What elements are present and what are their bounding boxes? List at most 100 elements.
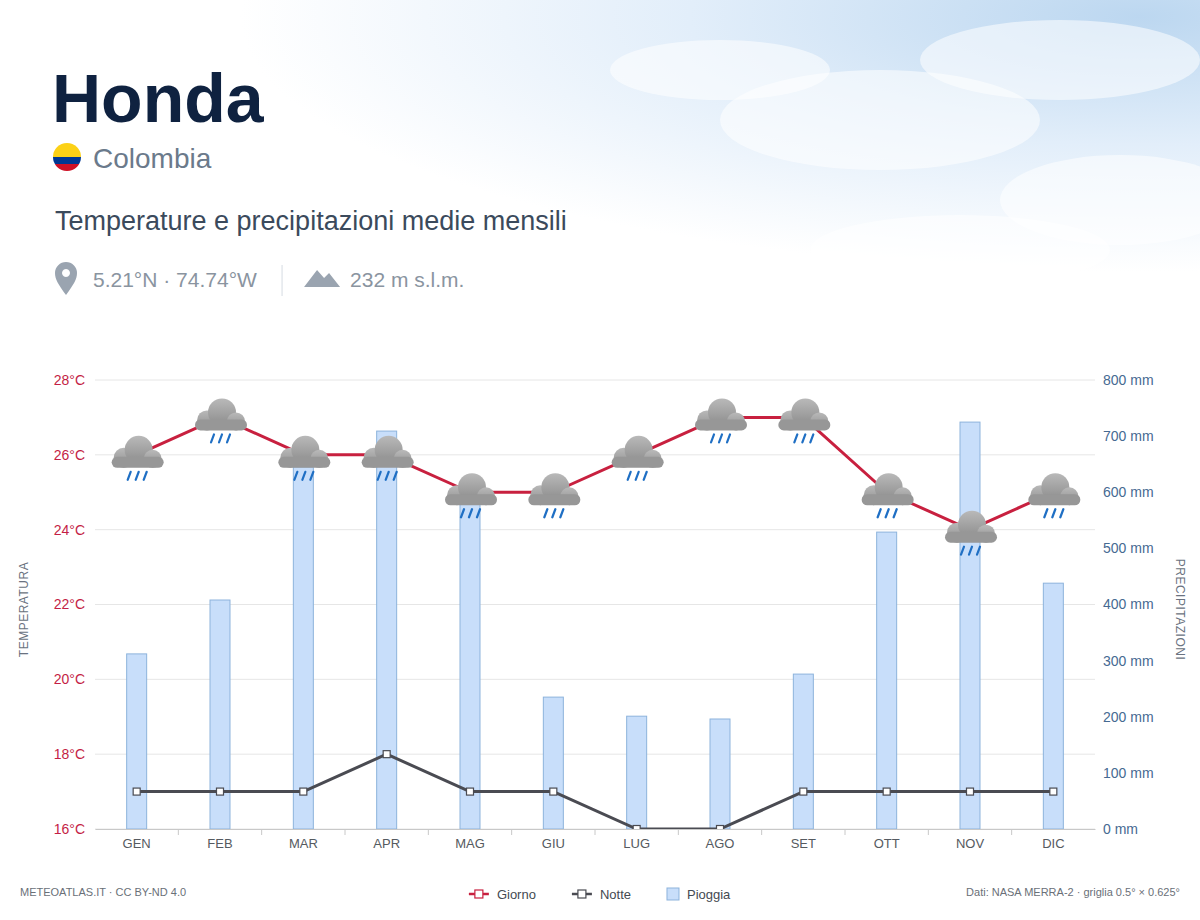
legend-swatch bbox=[667, 888, 679, 900]
x-tick: OTT bbox=[874, 829, 900, 851]
tick-label: MAR bbox=[289, 836, 318, 851]
y2-tick: 100 mm bbox=[1095, 765, 1154, 781]
y-tick: 16°C bbox=[54, 821, 95, 837]
tick-label: OTT bbox=[874, 836, 900, 851]
line bbox=[137, 754, 1054, 829]
x-separator bbox=[678, 829, 679, 835]
x-tick: GIU bbox=[542, 829, 565, 851]
y2-axis-title: PRECIPITAZIONI bbox=[1173, 559, 1187, 660]
weather-icon bbox=[612, 436, 664, 480]
marker bbox=[800, 788, 807, 795]
credit: METEOATLAS.IT · CC BY-ND 4.0 bbox=[20, 886, 186, 898]
legend-item: Notte bbox=[572, 887, 631, 902]
bar bbox=[793, 674, 813, 829]
y2-tick: 400 mm bbox=[1095, 596, 1154, 612]
tick-label: GIU bbox=[542, 836, 565, 851]
elevation: 232 m s.l.m. bbox=[350, 268, 464, 291]
tick-label: DIC bbox=[1042, 836, 1064, 851]
tick-label: 18°C bbox=[54, 746, 85, 762]
source: Dati: NASA MERRA-2 · griglia 0.5° × 0.62… bbox=[966, 886, 1180, 898]
x-separator bbox=[428, 829, 429, 835]
grid-line bbox=[95, 380, 1095, 381]
bar bbox=[877, 532, 897, 829]
marker bbox=[467, 788, 474, 795]
tick-label: 24°C bbox=[54, 522, 85, 538]
y-tick: 24°C bbox=[54, 522, 95, 538]
tick-label: GEN bbox=[123, 836, 151, 851]
axis-line bbox=[95, 381, 96, 830]
x-axis: GENFEBMARAPRMAGGIULUGAGOSETOTTNOVDIC bbox=[96, 829, 1096, 851]
marker bbox=[217, 788, 224, 795]
grid-line bbox=[95, 529, 1095, 530]
pin-icon bbox=[55, 262, 77, 295]
grid bbox=[95, 380, 1095, 829]
bar bbox=[127, 654, 147, 829]
plot-area bbox=[127, 414, 1064, 829]
tick-label: 600 mm bbox=[1103, 484, 1154, 500]
sky-cloud bbox=[920, 20, 1200, 100]
x-separator bbox=[511, 829, 512, 835]
subtitle: Colombia bbox=[93, 143, 212, 174]
grid-line bbox=[95, 604, 1095, 605]
weather-icon bbox=[195, 398, 247, 442]
marker bbox=[717, 826, 724, 830]
weather-icon bbox=[528, 473, 580, 517]
sky-cloud bbox=[810, 215, 1110, 285]
weather-icon bbox=[445, 473, 497, 517]
y-axis-title: TEMPERATURA bbox=[17, 562, 31, 657]
x-tick: AGO bbox=[706, 829, 735, 851]
tick-label: 22°C bbox=[54, 596, 85, 612]
tick-label: 700 mm bbox=[1103, 428, 1154, 444]
sky-background bbox=[0, 0, 1200, 340]
legend-item: Pioggia bbox=[667, 887, 731, 902]
y-tick: 22°C bbox=[54, 596, 95, 612]
x-separator bbox=[1011, 829, 1012, 835]
marker bbox=[300, 788, 307, 795]
marker bbox=[550, 788, 557, 795]
tick-label: 28°C bbox=[54, 372, 85, 388]
axis-line bbox=[1095, 381, 1096, 830]
tick-label: LUG bbox=[623, 836, 650, 851]
weather-icon bbox=[862, 473, 914, 517]
line bbox=[137, 417, 1054, 529]
grid-line bbox=[95, 754, 1095, 755]
tick-label: 400 mm bbox=[1103, 596, 1154, 612]
x-separator bbox=[761, 829, 762, 835]
coordinates: 5.21°N · 74.74°W bbox=[93, 268, 257, 291]
y2-axis: 0 mm100 mm200 mm300 mm400 mm500 mm600 mm… bbox=[1095, 372, 1154, 837]
x-separator bbox=[928, 829, 929, 835]
x-separator bbox=[595, 829, 596, 835]
bar bbox=[627, 716, 647, 829]
x-separator bbox=[261, 829, 262, 835]
bar bbox=[710, 719, 730, 829]
tick-label: FEB bbox=[207, 836, 232, 851]
legend-item: Giorno bbox=[469, 887, 536, 902]
tick-label: 100 mm bbox=[1103, 765, 1154, 781]
weather-icon bbox=[1028, 473, 1080, 517]
bar bbox=[293, 467, 313, 829]
separator bbox=[282, 265, 283, 296]
tick-label: 800 mm bbox=[1103, 372, 1154, 388]
x-separator bbox=[345, 829, 346, 835]
title: Honda bbox=[52, 60, 265, 136]
weather-icon bbox=[695, 398, 747, 442]
x-tick: FEB bbox=[207, 829, 232, 851]
y-tick: 20°C bbox=[54, 671, 95, 687]
bar bbox=[543, 697, 563, 829]
marker bbox=[1050, 788, 1057, 795]
marker bbox=[133, 788, 140, 795]
tick-label: 0 mm bbox=[1103, 821, 1138, 837]
legend: Giorno Notte Pioggia bbox=[469, 887, 731, 902]
heading: Temperature e precipitazioni medie mensi… bbox=[55, 206, 567, 236]
x-tick: APR bbox=[373, 829, 400, 851]
y2-tick: 200 mm bbox=[1095, 709, 1154, 725]
y2-tick: 800 mm bbox=[1095, 372, 1154, 388]
tick-label: 500 mm bbox=[1103, 540, 1154, 556]
tick-label: AGO bbox=[706, 836, 735, 851]
tick-label: 200 mm bbox=[1103, 709, 1154, 725]
bar bbox=[377, 431, 397, 829]
x-tick: NOV bbox=[956, 829, 985, 851]
tick-label: 20°C bbox=[54, 671, 85, 687]
grid-line bbox=[95, 454, 1095, 455]
y2-tick: 700 mm bbox=[1095, 428, 1154, 444]
